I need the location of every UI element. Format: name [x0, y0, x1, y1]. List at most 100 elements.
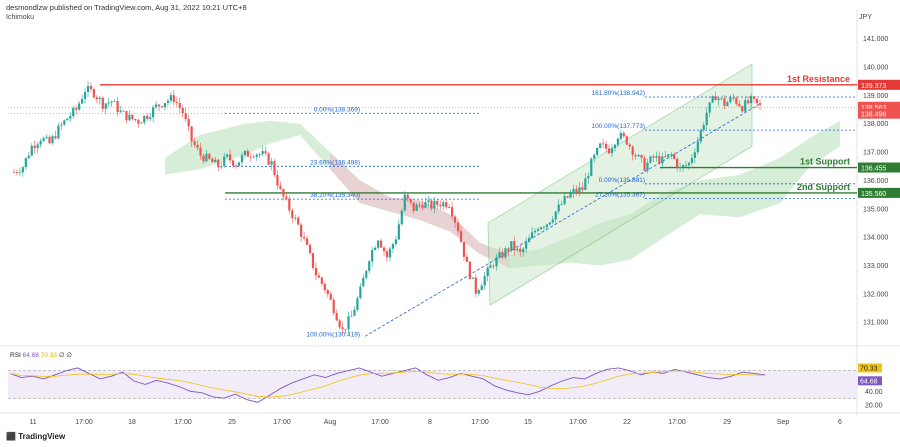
candle-down	[664, 156, 667, 158]
candle-up	[527, 238, 531, 243]
candle-down	[465, 256, 469, 262]
candle-up	[149, 117, 152, 120]
fib-trend-line	[364, 103, 761, 337]
candle-up	[163, 102, 167, 108]
candle-down	[305, 238, 309, 245]
candle-down	[732, 97, 735, 99]
candle-up	[255, 154, 258, 157]
candle-up	[261, 151, 264, 155]
candle-down	[418, 204, 421, 206]
candle-down	[54, 136, 57, 139]
candle-up	[729, 97, 732, 103]
candle-down	[264, 151, 267, 154]
x-tick-label: 17:00	[668, 419, 686, 426]
x-tick-label: 29	[723, 419, 731, 426]
candle-down	[735, 97, 738, 104]
candle-up	[578, 187, 581, 193]
candle-down	[267, 153, 270, 165]
candle-down	[12, 171, 16, 173]
candle-down	[157, 104, 161, 107]
x-tick-label: 18	[128, 419, 136, 426]
candle-up	[113, 100, 116, 102]
tradingview-logo[interactable]: ⬛ TradingView	[6, 432, 65, 441]
candle-down	[436, 200, 439, 205]
candle-down	[181, 108, 184, 114]
candle-up	[619, 132, 622, 139]
candle-down	[308, 244, 312, 254]
support-resistance-levels: 1st Resistance 139.373 1st Support 136.455 2…	[8, 74, 900, 198]
candle-up	[599, 143, 602, 148]
candle-down	[311, 253, 315, 269]
candle-up	[24, 158, 27, 168]
candle-down	[741, 106, 744, 112]
rsi-flags: ∅ ∅	[58, 352, 72, 359]
candle-up	[359, 286, 362, 299]
candle-up	[347, 316, 350, 330]
candle-up	[477, 290, 480, 294]
candle-down	[297, 217, 300, 225]
price-tag	[858, 101, 900, 112]
tradingview-logo-text: TradingView	[18, 432, 66, 441]
candle-up	[681, 165, 685, 168]
candle-down	[456, 222, 460, 232]
candle-down	[234, 165, 238, 167]
candle-down	[338, 320, 341, 328]
candle-up	[569, 193, 572, 198]
x-tick-label: 17:00	[273, 419, 291, 426]
candle-down	[430, 200, 433, 209]
candle-up	[661, 156, 664, 164]
candle-up	[80, 98, 84, 104]
candle-up	[243, 150, 247, 156]
candle-up	[220, 166, 223, 168]
candle-up	[140, 122, 143, 124]
candle-up	[388, 248, 392, 258]
candle-up	[687, 162, 691, 166]
fib-left-label: 100.00%(130.419)	[307, 332, 361, 339]
y-tick-label: 138.000	[863, 121, 888, 128]
candle-up	[270, 161, 273, 165]
candle-down	[279, 185, 282, 189]
fib-right-label: 100.00%(137.773)	[592, 123, 646, 130]
candle-down	[412, 202, 415, 211]
candle-down	[658, 156, 661, 164]
fib-left-label: 23.60%(136.498)	[310, 159, 360, 166]
level-tag	[858, 187, 900, 198]
candle-down	[344, 328, 347, 330]
candle-up	[702, 125, 705, 131]
y-tick-label: 137.000	[863, 150, 888, 157]
candle-down	[326, 290, 329, 295]
candlesticks	[12, 80, 762, 335]
rsi-ma-tag	[858, 363, 882, 373]
candle-up	[646, 162, 649, 171]
candle-down	[575, 188, 578, 193]
rsi-ma-line	[9, 370, 766, 398]
x-tick-label: 17:00	[75, 419, 93, 426]
candle-down	[640, 154, 643, 158]
level-label: 1st Resistance	[787, 74, 850, 84]
candle-up	[391, 244, 395, 249]
candle-down	[116, 100, 119, 113]
candle-down	[231, 160, 235, 166]
candle-down	[252, 156, 255, 158]
candle-down	[48, 136, 51, 144]
level-tag-text: 136.455	[861, 166, 886, 173]
candle-up	[587, 175, 590, 179]
candle-down	[131, 114, 134, 120]
candle-down	[196, 144, 199, 148]
candle-up	[522, 248, 525, 253]
level-tag-text: 139.373	[861, 83, 886, 90]
candle-down	[329, 294, 332, 300]
candle-down	[314, 268, 318, 276]
candle-down	[134, 119, 137, 121]
x-tick-label: 11	[29, 419, 36, 426]
candle-up	[45, 136, 48, 139]
candle-down	[652, 156, 655, 158]
candle-up	[693, 152, 696, 158]
candle-up	[258, 154, 261, 155]
candle-up	[699, 130, 702, 142]
candle-up	[214, 159, 217, 163]
rsi-tick-label: 40.00	[865, 389, 883, 396]
candle-up	[169, 95, 172, 101]
candle-up	[542, 227, 545, 228]
candle-down	[190, 126, 193, 142]
